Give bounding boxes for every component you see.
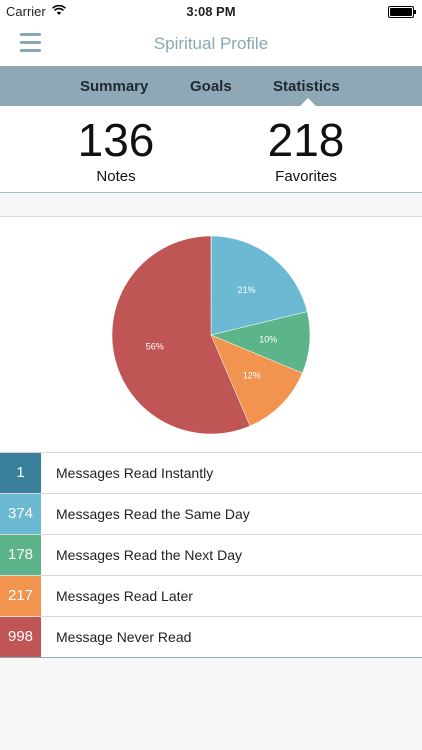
legend-row[interactable]: 998 Message Never Read xyxy=(0,616,422,658)
legend-list: 1 Messages Read Instantly 374 Messages Read… xyxy=(0,452,422,658)
legend-row[interactable]: 178 Messages Read the Next Day xyxy=(0,534,422,575)
pie-slice-label-2: 10% xyxy=(259,334,277,344)
pie-slice-label-1: 21% xyxy=(238,285,256,295)
legend-count-badge: 1 xyxy=(0,453,41,493)
carrier-label: Carrier xyxy=(6,4,46,19)
legend-label: Messages Read the Same Day xyxy=(56,506,250,522)
pie-slice-label-3: 12% xyxy=(243,370,261,380)
legend-count-badge: 178 xyxy=(0,535,41,575)
tab-goals[interactable]: Goals xyxy=(190,78,232,95)
pie-slice-4[interactable] xyxy=(111,235,251,435)
wifi-icon xyxy=(52,4,66,19)
legend-row[interactable]: 217 Messages Read Later xyxy=(0,575,422,616)
pie-slice-1[interactable] xyxy=(210,235,308,336)
legend-label: Messages Read Instantly xyxy=(56,465,214,481)
tab-summary[interactable]: Summary xyxy=(80,78,149,95)
stats-panel: 136 Notes 218 Favorites xyxy=(0,106,422,193)
tab-bar: Summary Goals Statistics xyxy=(0,66,422,106)
legend-row[interactable]: 374 Messages Read the Same Day xyxy=(0,493,422,534)
favorites-count: 218 xyxy=(267,114,345,166)
page-title: Spiritual Profile xyxy=(153,34,269,53)
legend-row[interactable]: 1 Messages Read Instantly xyxy=(0,452,422,493)
navigation-bar: Spiritual Profile xyxy=(0,22,422,66)
battery-icon xyxy=(388,6,416,18)
status-bar: Carrier 3:08 PM xyxy=(0,0,422,22)
legend-label: Messages Read the Next Day xyxy=(56,547,242,563)
legend-label: Message Never Read xyxy=(56,629,192,645)
notes-stat[interactable]: 136 Notes xyxy=(16,106,216,185)
clock-time: 3:08 PM xyxy=(186,4,236,19)
legend-count-badge: 998 xyxy=(0,617,41,657)
notes-label: Notes xyxy=(96,168,136,185)
notes-count: 136 xyxy=(77,114,155,166)
pie-chart-section: 21% 10% 12% 56% xyxy=(0,216,422,453)
legend-label: Messages Read Later xyxy=(56,588,193,604)
pie-slice-3[interactable] xyxy=(210,334,303,427)
legend-count-badge: 217 xyxy=(0,576,41,616)
favorites-label: Favorites xyxy=(275,168,337,185)
legend-count-badge: 374 xyxy=(0,494,41,534)
pie-chart: 21% 10% 12% 56% xyxy=(111,235,311,435)
favorites-stat[interactable]: 218 Favorites xyxy=(206,106,406,185)
tab-statistics[interactable]: Statistics xyxy=(273,78,340,95)
pie-slice-label-4: 56% xyxy=(146,342,164,352)
hamburger-menu-icon[interactable] xyxy=(20,32,41,54)
selected-tab-indicator xyxy=(299,98,317,107)
